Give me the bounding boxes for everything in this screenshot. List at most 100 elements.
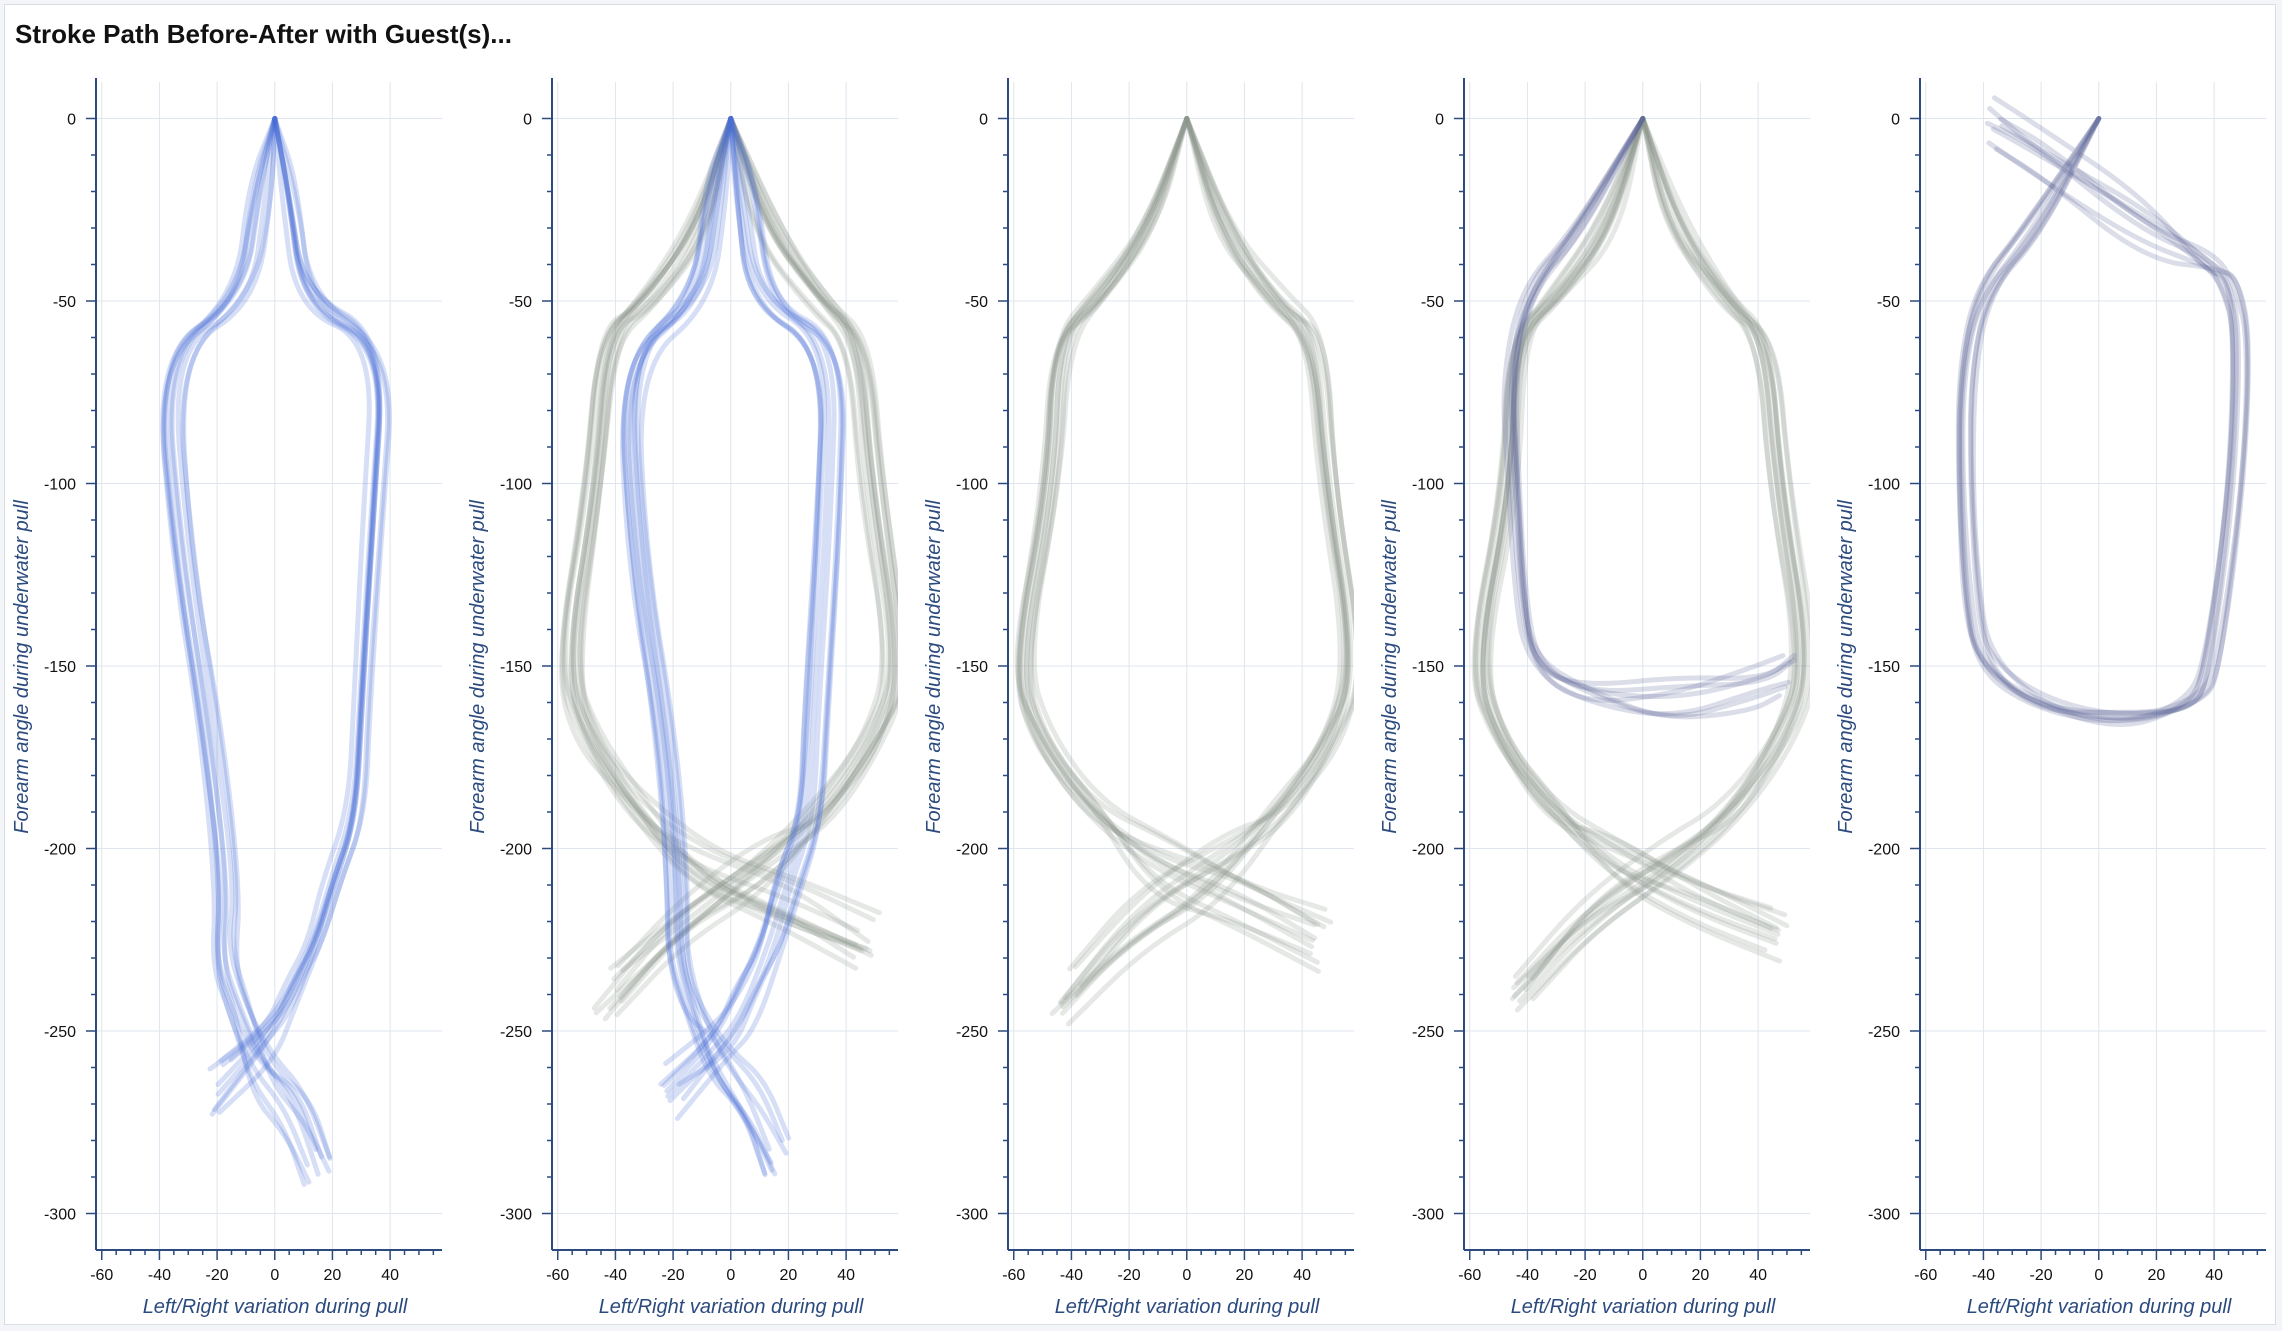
stroke-path-line — [1028, 116, 1321, 974]
y-axis-label: Forearm angle during underwater pull — [923, 500, 945, 834]
x-tick-label: -40 — [1516, 1267, 1539, 1284]
x-tick-label: 20 — [324, 1267, 342, 1284]
y-tick-label: -250 — [1868, 1024, 1900, 1041]
y-axis-label: Forearm angle during underwater pull — [1835, 500, 1857, 834]
stroke-path-line — [1530, 116, 1810, 1002]
stroke-path-line — [1484, 116, 1788, 918]
y-tick-label: -200 — [1868, 842, 1900, 859]
stroke-path-line — [1511, 116, 1794, 991]
stroke-path-line — [1057, 116, 1347, 1005]
stroke-path-line — [591, 116, 885, 1011]
stroke-path-line — [1060, 116, 1352, 1016]
stroke-path-line — [614, 116, 898, 1018]
stroke-path-line — [1473, 116, 1774, 931]
stroke-path-line — [1020, 116, 1313, 957]
stroke-path-line — [1523, 116, 1807, 992]
x-tick-label: 20 — [1692, 1267, 1710, 1284]
stroke-path-line — [1517, 116, 1805, 1004]
stroke-path-line — [175, 116, 332, 1160]
stroke-chart-2: -60 -40 -20 0 20 400-50-100-150-200-250-300Le… — [467, 78, 898, 1318]
x-axis-label: Left/Right variation during pull — [143, 1296, 408, 1318]
x-tick-label: -40 — [604, 1267, 627, 1284]
stroke-path-line — [1501, 116, 1786, 703]
stroke-path-line — [602, 116, 894, 1022]
stroke-path-line — [1956, 116, 2236, 727]
stroke-path-line — [1049, 116, 1343, 1016]
stroke-path-line — [1511, 116, 1791, 717]
stroke-path-line — [559, 116, 861, 933]
stroke-path-line — [207, 116, 372, 1072]
x-tick-label: -60 — [546, 1267, 569, 1284]
y-tick-label: -200 — [44, 842, 76, 859]
stroke-path-line — [1471, 116, 1768, 953]
y-tick-label: -300 — [1868, 1207, 1900, 1224]
stroke-path-line — [160, 116, 310, 1168]
y-tick-label: -250 — [44, 1024, 76, 1041]
x-axis-label: Left/Right variation during pull — [1511, 1296, 1776, 1318]
stroke-path-line — [665, 116, 832, 1099]
y-tick-label: 0 — [523, 112, 532, 129]
stroke-path-line — [568, 116, 865, 953]
y-tick-label: -50 — [53, 294, 76, 311]
stroke-path-line — [1958, 116, 2239, 716]
stroke-path-line — [1027, 116, 1320, 965]
x-axis-label: Left/Right variation during pull — [1967, 1296, 2232, 1318]
y-tick-label: -250 — [1412, 1024, 1444, 1041]
stroke-path-line — [561, 116, 859, 947]
stroke-path-line — [680, 116, 845, 1102]
stroke-paths — [559, 116, 898, 1178]
stroke-path-line — [215, 116, 383, 1097]
x-tick-label: -20 — [662, 1267, 685, 1284]
stroke-path-line — [1074, 116, 1354, 998]
x-axis-label: Left/Right variation during pull — [1055, 1296, 1320, 1318]
stroke-path-line — [1031, 116, 1334, 925]
stroke-path-line — [593, 116, 886, 1016]
y-tick-label: -300 — [956, 1207, 988, 1224]
stroke-path-line — [607, 116, 897, 1011]
stroke-path-line — [1514, 116, 1807, 1013]
stroke-path-line — [676, 116, 844, 1087]
y-axis-label: Forearm angle during underwater pull — [467, 500, 489, 834]
stroke-path-line — [579, 116, 882, 916]
y-tick-label: -150 — [1412, 659, 1444, 676]
y-tick-label: -100 — [500, 477, 532, 494]
stroke-path-line — [620, 116, 898, 973]
x-tick-label: -40 — [1060, 1267, 1083, 1284]
y-tick-label: -50 — [509, 294, 532, 311]
stroke-path-line — [661, 116, 823, 1088]
stroke-path-line — [1488, 116, 1790, 929]
stroke-path-line — [664, 116, 828, 1094]
x-tick-label: 20 — [1236, 1267, 1254, 1284]
stroke-path-line — [1065, 116, 1354, 1027]
stroke-path-line — [1078, 116, 1354, 987]
stroke-path-line — [1480, 116, 1778, 942]
stroke-path-line — [1059, 116, 1351, 1005]
stroke-path-line — [1480, 116, 1779, 946]
x-tick-label: 0 — [270, 1267, 279, 1284]
stroke-path-line — [1067, 116, 1349, 972]
x-tick-label: 0 — [726, 1267, 735, 1284]
y-tick-label: -100 — [956, 477, 988, 494]
stroke-path-line — [163, 116, 312, 1185]
y-tick-label: -150 — [1868, 659, 1900, 676]
stroke-path-line — [627, 116, 775, 1173]
stroke-path-line — [577, 116, 874, 958]
stroke-path-line — [181, 116, 333, 1161]
stroke-path-line — [1968, 116, 2251, 721]
x-tick-label: -40 — [148, 1267, 171, 1284]
stroke-path-line — [211, 116, 383, 1112]
stroke-path-line — [667, 116, 837, 1104]
stroke-path-line — [220, 116, 383, 1068]
stroke-chart-3: -60 -40 -20 0 20 400-50-100-150-200-250-300Le… — [923, 78, 1354, 1318]
y-tick-label: -100 — [1868, 477, 1900, 494]
y-tick-label: 0 — [1435, 112, 1444, 129]
y-tick-label: 0 — [1891, 112, 1900, 129]
stroke-path-line — [608, 116, 892, 971]
stroke-path-line — [1506, 116, 1782, 720]
stroke-path-line — [559, 116, 857, 960]
stroke-path-line — [1525, 116, 1807, 979]
stroke-path-line — [621, 116, 768, 1178]
stroke-path-line — [1480, 116, 1781, 933]
stroke-path-line — [1510, 116, 1788, 718]
x-tick-label: 40 — [837, 1267, 855, 1284]
